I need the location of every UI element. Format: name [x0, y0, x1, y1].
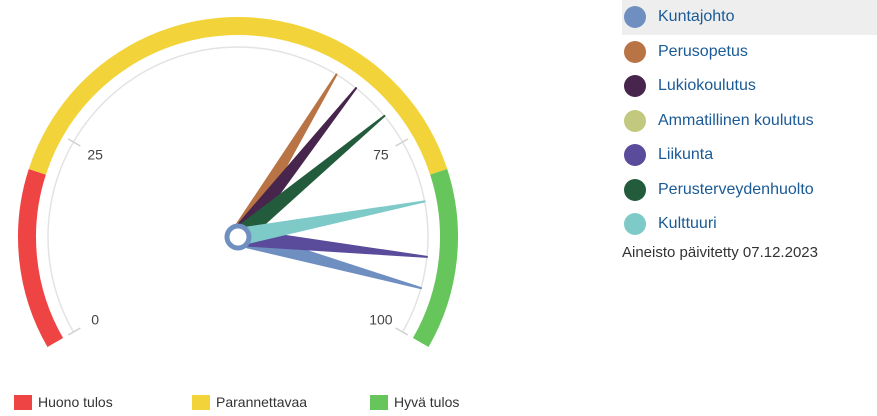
legend-item-ammatillinen-koulutus[interactable]: Ammatillinen koulutus [622, 104, 877, 139]
band-swatch [192, 394, 210, 410]
gauge-tick [67, 138, 81, 147]
legend-label: Kuntajohto [658, 8, 735, 26]
band-legend-parannettavaa: Parannettavaa [192, 394, 307, 410]
band-legend: Huono tulos Parannettavaa Hyvä tulos [0, 394, 520, 416]
gauge-tick-label: 75 [373, 147, 389, 163]
band-label: Hyvä tulos [394, 394, 460, 410]
gauge-bands [18, 17, 458, 347]
data-updated-note: Aineisto päivitetty 07.12.2023 [622, 244, 818, 261]
gauge-tick [395, 327, 409, 336]
gauge-band-2 [412, 169, 458, 347]
gauge-pivot [224, 223, 252, 251]
gauge-tick [67, 327, 81, 336]
legend-item-kulttuuri[interactable]: Kulttuuri [622, 207, 877, 242]
band-swatch [14, 394, 32, 410]
legend-label: Liikunta [658, 146, 714, 164]
legend-label: Perusopetus [658, 42, 748, 60]
gauge-needles [230, 73, 428, 290]
legend-item-kuntajohto[interactable]: Kuntajohto [622, 0, 877, 35]
gauge-tick [395, 138, 409, 147]
gauge-inner-arc [47, 46, 429, 333]
legend-color-dot [624, 144, 646, 167]
band-swatch [370, 394, 388, 410]
legend-color-dot [624, 213, 646, 236]
band-legend-hyva-tulos: Hyvä tulos [370, 394, 459, 410]
band-label: Parannettavaa [216, 394, 308, 410]
gauge-tick-label: 100 [369, 312, 393, 328]
legend-label: Kulttuuri [658, 215, 717, 233]
gauge-band-1 [28, 17, 448, 175]
legend-item-perusopetus[interactable]: Perusopetus [622, 35, 877, 70]
gauge-ticks: 0 25 75 100 [67, 138, 409, 336]
legend-color-dot [624, 178, 646, 201]
gauge-tick-label: 25 [87, 147, 103, 163]
gauge-tick-label: 0 [91, 312, 99, 328]
legend-color-dot [624, 6, 646, 29]
band-label: Huono tulos [38, 394, 113, 410]
gauge-band-0 [18, 169, 64, 347]
legend-color-dot [624, 40, 646, 63]
legend-color-dot [624, 75, 646, 98]
legend-color-dot [624, 109, 646, 132]
legend-label: Perusterveydenhuolto [658, 180, 814, 198]
legend-item-liikunta[interactable]: Liikunta [622, 138, 877, 173]
legend-label: Ammatillinen koulutus [658, 111, 814, 129]
legend-item-lukiokoulutus[interactable]: Lukiokoulutus [622, 69, 877, 104]
series-legend: Kuntajohto Perusopetus Lukiokoulutus Amm… [622, 0, 877, 242]
band-legend-huono-tulos: Huono tulos [14, 394, 113, 410]
legend-item-perusterveydenhuolto[interactable]: Perusterveydenhuolto [622, 173, 877, 208]
legend-label: Lukiokoulutus [658, 77, 756, 95]
gauge-chart: 0 25 75 100 [18, 17, 458, 347]
